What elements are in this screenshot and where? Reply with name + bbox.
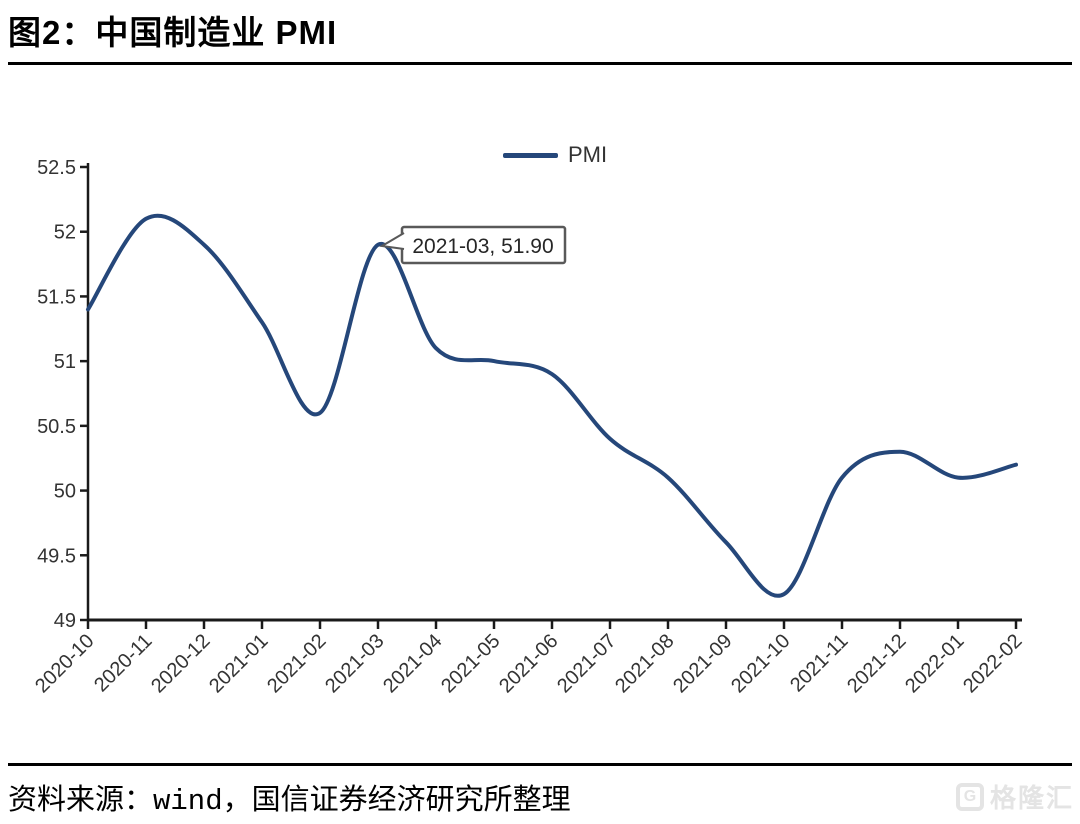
annotation-pointer <box>379 232 405 250</box>
x-tick-label: 2021-01 <box>205 630 272 697</box>
pmi-curve <box>86 213 1018 598</box>
y-tick-label: 52 <box>54 222 76 244</box>
y-tick-label: 49.5 <box>37 545 76 567</box>
x-tick-label: 2021-05 <box>437 630 504 697</box>
watermark-text: 格隆汇 <box>989 783 1074 813</box>
x-tick-label: 2021-09 <box>669 630 736 697</box>
x-tick-label: 2020-10 <box>31 630 98 697</box>
x-tick-label: 2021-07 <box>553 630 620 697</box>
y-tick-label: 49 <box>54 610 76 632</box>
x-tick-label: 2021-08 <box>611 630 678 697</box>
legend-label: PMI <box>568 142 608 167</box>
y-tick-label: 51.5 <box>37 286 76 308</box>
x-tick-label: 2021-04 <box>379 630 446 697</box>
y-tick-label: 50 <box>54 481 76 503</box>
y-tick-label: 50.5 <box>37 416 76 438</box>
x-tick-label: 2021-11 <box>786 630 852 696</box>
x-tick-label: 2022-02 <box>959 630 1026 697</box>
x-tick-label: 2022-01 <box>901 630 968 697</box>
legend-line-swatch <box>503 152 558 158</box>
x-tick-label: 2021-10 <box>727 630 794 697</box>
chart-legend: PMI <box>503 142 607 168</box>
footer-divider <box>8 763 1072 766</box>
x-tick-label: 2020-11 <box>90 630 156 696</box>
gelonghui-watermark: G 格隆汇 <box>955 778 1074 815</box>
x-tick-label: 2020-12 <box>147 630 214 697</box>
y-tick-label: 52.5 <box>37 157 76 179</box>
chart-title: 图2：中国制造业 PMI <box>8 14 338 51</box>
x-tick-label: 2021-06 <box>495 630 562 697</box>
gelonghui-g-icon: G <box>955 782 984 811</box>
x-tick-label: 2021-12 <box>843 630 910 697</box>
y-tick-label: 51 <box>54 351 76 373</box>
x-tick-label: 2021-03 <box>321 630 388 697</box>
title-divider <box>8 62 1072 65</box>
source-note: 资料来源：wind，国信证券经济研究所整理 <box>8 785 571 818</box>
pmi-line-chart: 4949.55050.55151.55252.52020-102020-1120… <box>31 157 1026 697</box>
x-tick-label: 2021-02 <box>263 630 330 697</box>
annotation-label: 2021-03, 51.90 <box>412 235 553 258</box>
